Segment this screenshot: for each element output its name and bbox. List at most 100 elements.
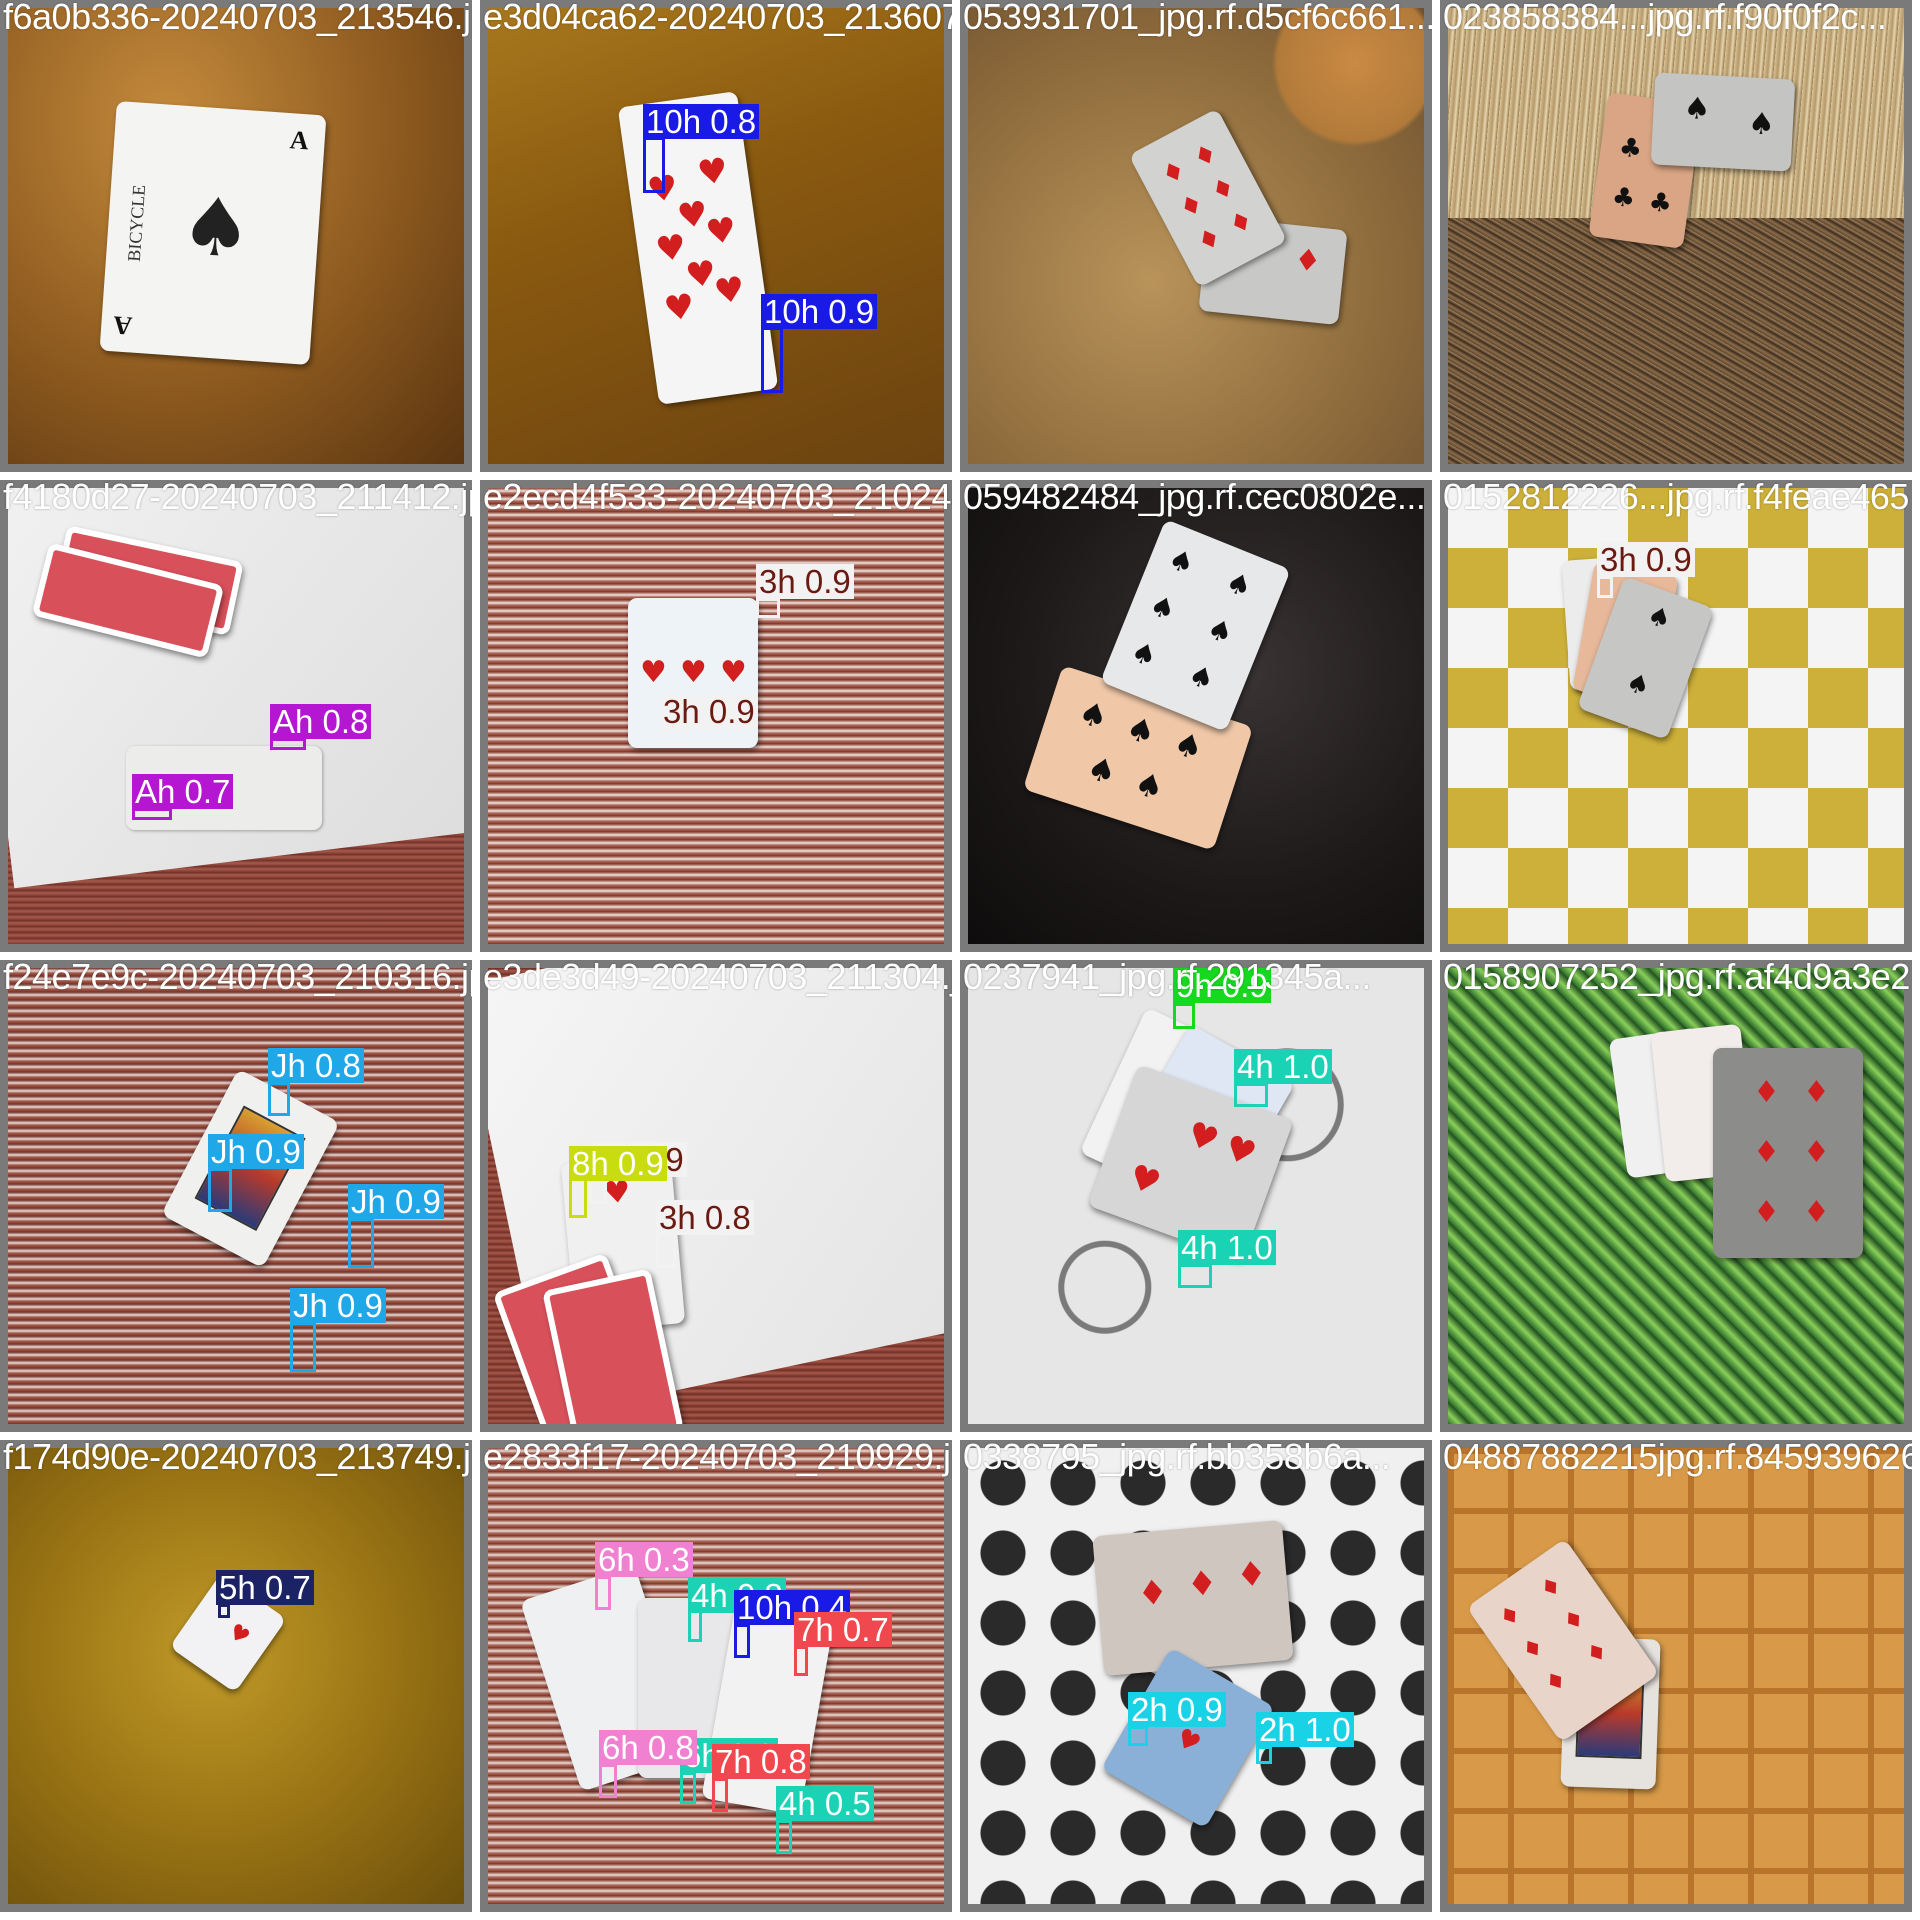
mosaic-tile: ♠ ♠ ♠ ♠ ♠ ♠ ♠ ♠ ♠ ♠ ♠ 059482484_jpg.rf.c… [960, 480, 1432, 952]
spade-pip-icon: ♠ [1144, 587, 1181, 628]
image-filename: 023858384...jpg.rf.f90f0f2c... [1443, 0, 1887, 37]
photo-sandy-surface: ♦ ♦ ♦ ♦ ♦ ♦ ♦ [968, 8, 1424, 464]
detection-label: 4h 1.0 [1234, 1049, 1332, 1084]
mosaic-tile: 6h 0.3 4h 0.8 10h 0.4 7h 0.7 6h 0.8 6h 0… [480, 1440, 952, 1912]
photo-wood-table: ♥ ♥ ♥ [488, 488, 944, 944]
detection-box [1178, 1264, 1212, 1288]
mosaic-tile: Ah 0.8 Ah 0.7 f4180d27-20240703_211412.j… [0, 480, 472, 952]
image-filename: e3de3d49-20240703_211304.jpg [483, 960, 952, 997]
spade-pip-icon: ♠ [1082, 747, 1122, 793]
detection-label: Jh 0.8 [268, 1048, 364, 1083]
diamond-pip-icon: ♦ [1803, 1135, 1830, 1170]
spade-pip-icon: ♠ [1183, 657, 1220, 698]
detection-box [218, 1604, 230, 1618]
detection-box [290, 1322, 316, 1372]
spade-pip-icon: ♠ [1073, 692, 1113, 738]
heart-pip-icon: ♥ [1123, 1156, 1166, 1205]
diamond-pip-icon: ♦ [1174, 187, 1210, 226]
detection-box [1128, 1726, 1148, 1746]
detection-label: 3h 0.8 [656, 1200, 754, 1235]
spade-pip-icon: ♠ [177, 178, 256, 277]
mosaic-tile: ♦ ♦ ♦ ♦ ♦ ♦ 04887882215jpg.rf.845939626 [1440, 1440, 1912, 1912]
detection-label: 3h 0.9 [660, 694, 758, 729]
detection-label: 10h 0.9 [761, 294, 878, 329]
detection-box [270, 738, 306, 750]
photo-wood-table: A A ♠ BICYCLE [8, 8, 464, 464]
spade-pip-icon: ♠ [1163, 541, 1200, 582]
photo-paper-on-table [8, 488, 464, 944]
diamond-pip-icon: ♦ [1580, 1635, 1614, 1671]
playing-card-ace-of-spades: A A ♠ BICYCLE [99, 100, 327, 366]
detection-box [756, 598, 780, 618]
detection-box [569, 1178, 587, 1218]
spade-pip-icon: ♠ [1169, 723, 1209, 769]
detection-box [208, 1168, 232, 1212]
detection-label: 6h 0.8 [599, 1730, 697, 1765]
detection-label: 6h 0.3 [595, 1542, 693, 1577]
heart-pip-icon: ♥ [683, 252, 719, 297]
image-filename: f4180d27-20240703_211412.jpg [3, 480, 472, 517]
detection-box [712, 1778, 728, 1812]
detection-box [656, 1234, 676, 1268]
image-filename: 053931701_jpg.rf.d5cf6c661... [963, 0, 1432, 37]
image-filename: 04887882215jpg.rf.845939626 [1443, 1440, 1912, 1477]
photo-yellow-wood: ♥ [8, 1448, 464, 1904]
club-pip-icon: ♣ [1646, 186, 1674, 220]
detection-box [595, 1576, 611, 1610]
playing-card-three-of-diamonds: ♦ ♦ ♦ [1092, 1519, 1294, 1677]
diamond-pip-icon: ♦ [1803, 1075, 1830, 1110]
diamond-pip-icon: ♦ [1753, 1195, 1780, 1230]
card-rank: A [112, 310, 134, 341]
club-pip-icon: ♣ [1609, 181, 1638, 215]
spade-pip-icon: ♠ [1202, 611, 1239, 652]
spade-pip-icon: ♠ [1121, 708, 1161, 754]
detection-box [734, 1624, 750, 1658]
detection-box [348, 1218, 374, 1268]
detection-label: 4h 0.5 [776, 1786, 874, 1821]
diamond-pip-icon: ♦ [1234, 1553, 1269, 1597]
detection-label: 9h 0.9 [1173, 968, 1271, 1003]
detection-box [1597, 576, 1613, 598]
heart-pip-icon: ♥ [694, 150, 731, 195]
image-filename: f24e7e9c-20240703_210316.jpg [3, 960, 472, 997]
spade-pip-icon: ♠ [1621, 666, 1655, 704]
heart-pip-icon: ♥ [1170, 1722, 1206, 1761]
detection-box [776, 1820, 792, 1854]
diamond-pip-icon: ♦ [1185, 1562, 1219, 1606]
diamond-pip-icon: ♦ [1557, 1602, 1591, 1638]
detection-label: Ah 0.8 [270, 704, 372, 739]
detection-label: Jh 0.9 [348, 1184, 444, 1219]
photo-green-pattern: ♦ ♦ ♦ ♦ ♦ ♦ [1448, 968, 1904, 1424]
photo-waffle: ♦ ♦ ♦ ♦ ♦ ♦ [1448, 1448, 1904, 1904]
diamond-pip-icon: ♦ [1493, 1598, 1527, 1634]
detection-box [643, 137, 665, 193]
diamond-pip-icon: ♦ [1534, 1569, 1568, 1605]
image-filename: 0338795_jpg.rf.bb358b6a... [963, 1440, 1391, 1477]
spade-pip-icon: ♠ [1129, 763, 1169, 809]
image-filename: f6a0b336-20240703_213546.jpg [3, 0, 472, 37]
detection-box [688, 1610, 702, 1642]
detection-label: Ah 0.7 [132, 774, 234, 809]
diamond-pip-icon: ♦ [1753, 1135, 1780, 1170]
photo-polka-dots: ♦ ♦ ♦ ♥ [968, 1448, 1424, 1904]
detection-label: Jh 0.9 [208, 1134, 304, 1169]
diamond-pip-icon: ♦ [1224, 204, 1259, 242]
mosaic-tile: ♥ ♥ ♥ 3h 0.9 3h 0.9 e2ecd4f533-20240703_… [480, 480, 952, 952]
detection-box [599, 1764, 617, 1798]
image-filename: 059482484_jpg.rf.cec0802e... [963, 480, 1426, 517]
club-pip-icon: ♣ [1616, 132, 1645, 166]
photo-dark-knit: ♠ ♠ ♠ ♠ ♠ ♠ ♠ ♠ ♠ ♠ ♠ [968, 488, 1424, 944]
mosaic-tile: A A ♠ BICYCLE f6a0b336-20240703_213546.j… [0, 0, 472, 472]
diamond-pip-icon: ♦ [1516, 1631, 1550, 1667]
detection-box [1173, 1003, 1195, 1029]
mosaic-tile: ♦ ♦ ♦ ♥ 2h 0.9 2h 1.0 0338795_jpg.rf.bb3… [960, 1440, 1432, 1912]
image-filename: f174d90e-20240703_213749.jpg [3, 1440, 472, 1477]
playing-card-two-of-spades: ♠ ♠ [1650, 72, 1796, 172]
detection-label: 10h 0.8 [643, 104, 760, 139]
detection-box [761, 327, 783, 393]
detection-box [680, 1772, 696, 1804]
detection-label: 2h 0.9 [1128, 1692, 1226, 1727]
photo-paper-on-table: ♥ [488, 968, 944, 1424]
detection-box [1234, 1083, 1268, 1107]
detection-box [1256, 1746, 1272, 1764]
